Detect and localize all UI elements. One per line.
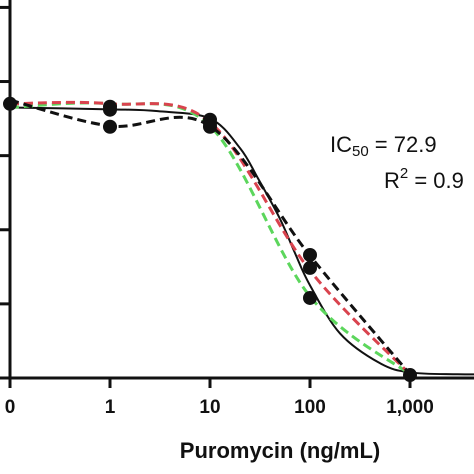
data-point [103, 119, 117, 134]
data-point [303, 260, 317, 275]
ic50-annotation: IC50 = 72.9 [330, 132, 437, 160]
x-tick-label: 100 [294, 397, 326, 418]
r2-value: = 0.9 [408, 168, 464, 193]
data-point [103, 102, 117, 117]
dashed-series [9, 100, 412, 376]
data-point [403, 368, 417, 383]
data-point [303, 247, 317, 262]
data-point [203, 119, 217, 134]
ic50-sub: 50 [352, 143, 369, 160]
ic50-value: = 72.9 [369, 132, 437, 157]
r2-sup: 2 [400, 165, 408, 182]
dashed-series [9, 98, 412, 376]
x-tick-label: 1 [105, 397, 116, 418]
x-axis-label: Puromycin (ng/mL) [180, 438, 380, 463]
x-tick-label: 10 [199, 397, 220, 418]
x-tick-label: 1,000 [386, 397, 434, 418]
r2-base: R [384, 168, 400, 193]
r2-annotation: R2 = 0.9 [384, 165, 464, 193]
ic50-base: IC [330, 132, 352, 157]
x-tick-label: 0 [5, 397, 16, 418]
data-point [303, 290, 317, 305]
